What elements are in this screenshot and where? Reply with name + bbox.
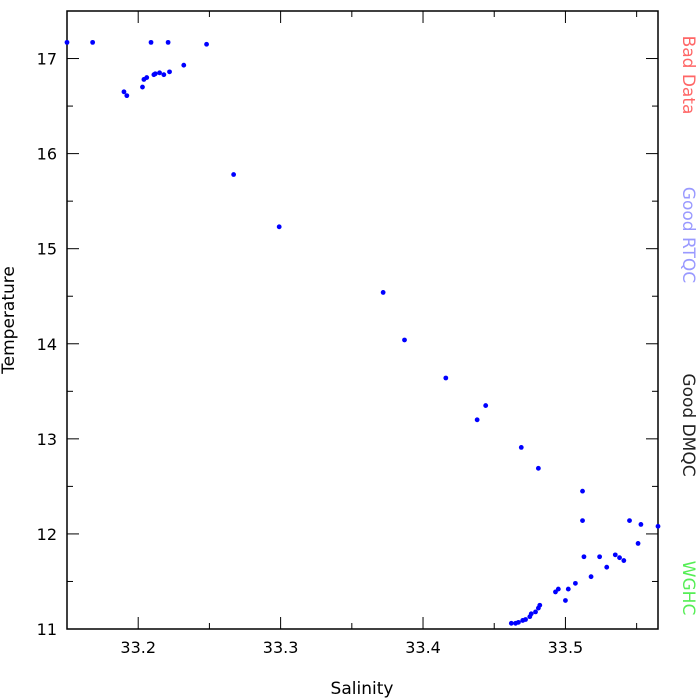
x-tick-label: 33.2 xyxy=(120,638,156,657)
data-point xyxy=(604,564,610,570)
legend-label: WGHC xyxy=(678,561,698,616)
data-point xyxy=(231,172,237,177)
data-point xyxy=(474,417,480,423)
legend-label: Good RTQC xyxy=(678,187,698,283)
data-point xyxy=(443,375,449,381)
data-point xyxy=(140,84,145,90)
legend-label: Good DMQC xyxy=(678,373,698,476)
data-point xyxy=(617,555,622,561)
data-point xyxy=(121,89,127,95)
x-tick-label: 33.3 xyxy=(263,638,299,657)
data-point xyxy=(64,39,70,45)
data-point xyxy=(535,605,541,611)
data-point xyxy=(565,586,571,592)
y-tick-label: 11 xyxy=(37,620,57,639)
y-tick-label: 16 xyxy=(37,145,57,164)
axis-tick-labels: 33.2 33.3 33.4 33.5 11 12 13 14 15 16 17 xyxy=(37,50,584,657)
y-tick-label: 13 xyxy=(37,430,57,449)
data-point xyxy=(612,552,618,558)
axis-ticks xyxy=(66,11,658,630)
data-point xyxy=(204,41,209,47)
data-point xyxy=(90,39,96,45)
data-point xyxy=(627,518,632,524)
legend-label: Bad Data xyxy=(678,36,698,115)
data-point xyxy=(580,488,585,494)
data-point xyxy=(181,62,187,68)
data-point xyxy=(573,580,578,586)
data-point xyxy=(513,620,518,626)
x-axis-label: Salinity xyxy=(331,679,394,699)
data-point xyxy=(581,554,587,560)
data-point xyxy=(527,614,533,620)
data-point xyxy=(621,558,627,563)
data-point xyxy=(167,69,172,75)
data-point xyxy=(144,75,150,80)
data-point xyxy=(152,71,158,77)
x-tick-label: 33.5 xyxy=(548,638,584,657)
data-point xyxy=(518,445,524,450)
y-axis-label: Temperature xyxy=(0,266,19,375)
data-point xyxy=(124,93,130,99)
data-point xyxy=(580,518,585,524)
data-point xyxy=(157,70,162,76)
data-point xyxy=(638,522,644,527)
data-point xyxy=(533,609,538,615)
data-point xyxy=(402,337,407,343)
y-tick-label: 12 xyxy=(37,525,57,544)
scatter-points xyxy=(64,39,661,626)
data-point xyxy=(563,598,568,603)
y-tick-label: 15 xyxy=(37,240,57,259)
data-point xyxy=(535,465,541,471)
data-point xyxy=(276,224,282,230)
data-point xyxy=(165,39,171,45)
data-point xyxy=(508,620,514,626)
data-point xyxy=(161,72,167,78)
y-tick-label: 17 xyxy=(37,50,57,69)
data-point xyxy=(588,574,594,580)
data-point xyxy=(148,39,154,45)
data-point xyxy=(483,403,489,408)
y-tick-label: 14 xyxy=(37,335,57,354)
data-point xyxy=(635,541,641,546)
data-point xyxy=(553,589,558,595)
plot-frame xyxy=(66,10,659,630)
data-point xyxy=(380,290,386,295)
x-tick-label: 33.4 xyxy=(405,638,441,657)
data-point xyxy=(520,618,526,623)
right-legend: Bad Data Good RTQC Good DMQC WGHC xyxy=(678,36,698,616)
data-point xyxy=(597,554,603,560)
data-point xyxy=(655,523,661,529)
